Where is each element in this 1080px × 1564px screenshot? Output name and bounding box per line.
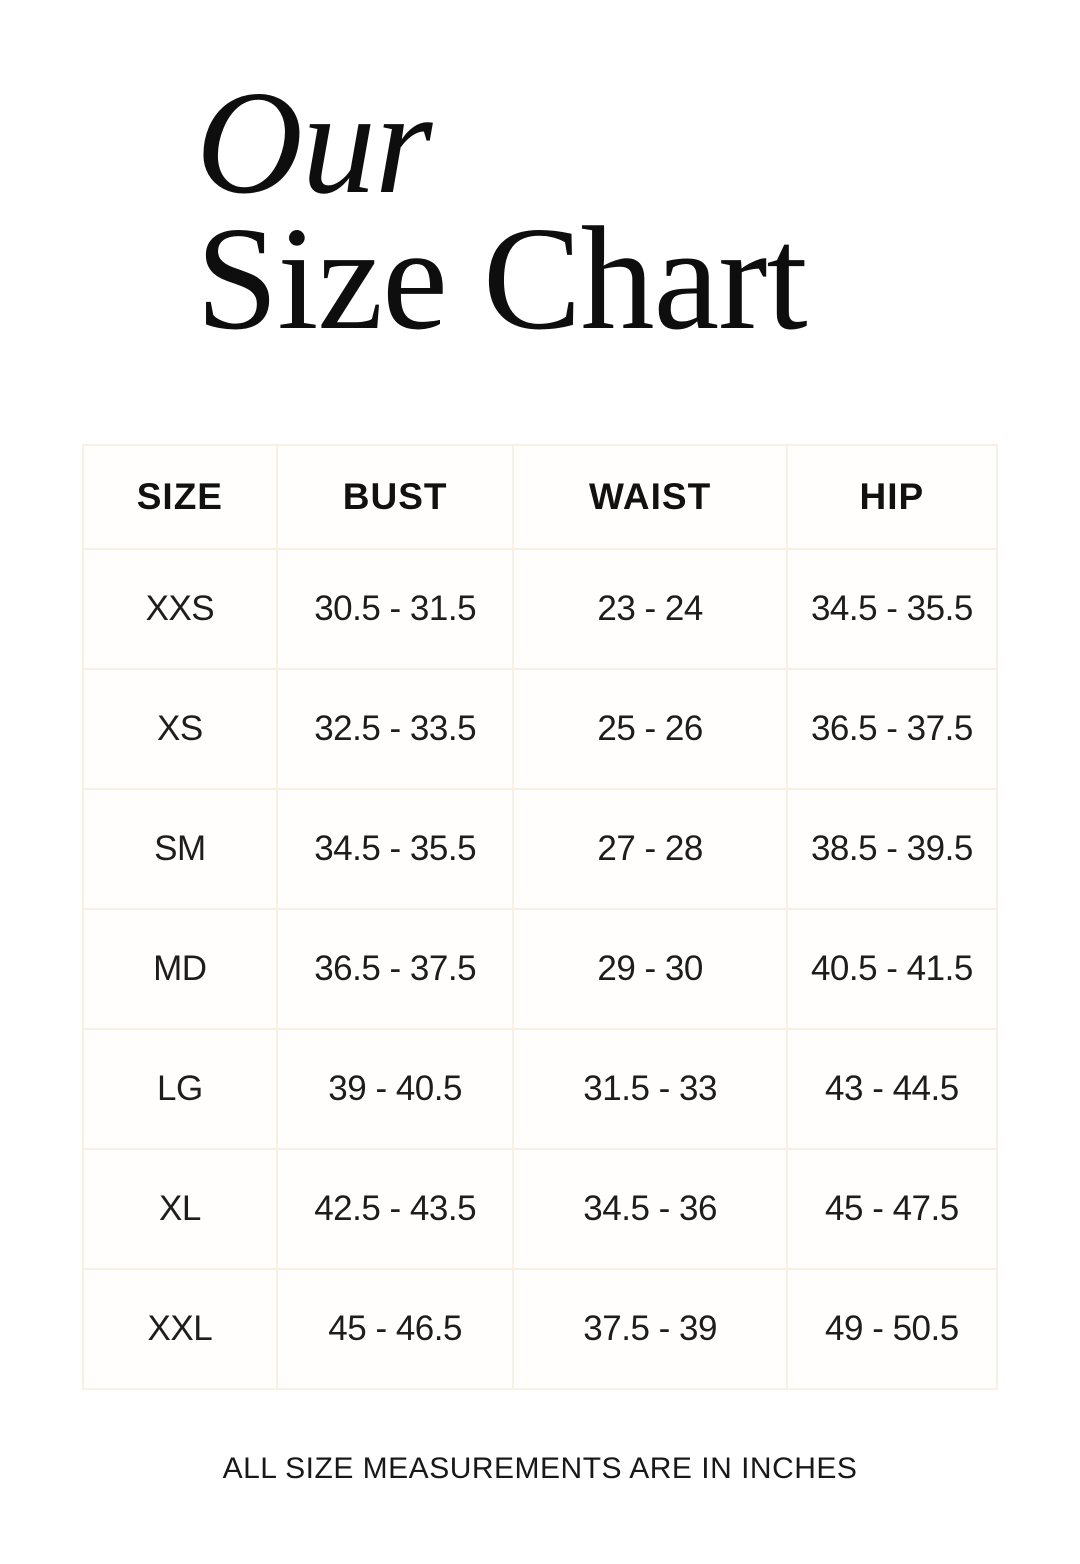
bust-cell: 42.5 - 43.5 — [275, 1148, 515, 1270]
waist-cell: 37.5 - 39 — [512, 1268, 788, 1390]
column-header-size: SIZE — [82, 444, 278, 550]
column-header-bust: BUST — [275, 444, 515, 550]
hip-cell: 34.5 - 35.5 — [785, 548, 999, 670]
size-chart-table: SIZE BUST WAIST HIP XXS 30.5 - 31.5 23 -… — [82, 444, 999, 1390]
hip-cell: 40.5 - 41.5 — [785, 908, 999, 1030]
table-row: XXS 30.5 - 31.5 23 - 24 34.5 - 35.5 — [82, 548, 999, 670]
size-cell: XS — [82, 668, 278, 790]
hip-cell: 36.5 - 37.5 — [785, 668, 999, 790]
bust-cell: 30.5 - 31.5 — [275, 548, 515, 670]
waist-cell: 25 - 26 — [512, 668, 788, 790]
table-row: SM 34.5 - 35.5 27 - 28 38.5 - 39.5 — [82, 788, 999, 910]
bust-cell: 36.5 - 37.5 — [275, 908, 515, 1030]
hip-cell: 45 - 47.5 — [785, 1148, 999, 1270]
size-cell: XXS — [82, 548, 278, 670]
bust-cell: 34.5 - 35.5 — [275, 788, 515, 910]
table-row: XXL 45 - 46.5 37.5 - 39 49 - 50.5 — [82, 1268, 999, 1390]
measurement-unit-note: ALL SIZE MEASUREMENTS ARE IN INCHES — [222, 1452, 858, 1485]
table-row: MD 36.5 - 37.5 29 - 30 40.5 - 41.5 — [82, 908, 999, 1030]
size-cell: LG — [82, 1028, 278, 1150]
column-header-waist: WAIST — [512, 444, 788, 550]
bust-cell: 45 - 46.5 — [275, 1268, 515, 1390]
waist-cell: 31.5 - 33 — [512, 1028, 788, 1150]
size-cell: XL — [82, 1148, 278, 1270]
size-cell: XXL — [82, 1268, 278, 1390]
page-title-line2: Size Chart — [196, 197, 808, 361]
table-row: LG 39 - 40.5 31.5 - 33 43 - 44.5 — [82, 1028, 999, 1150]
table-row: XS 32.5 - 33.5 25 - 26 36.5 - 37.5 — [82, 668, 999, 790]
hip-cell: 43 - 44.5 — [785, 1028, 999, 1150]
hip-cell: 49 - 50.5 — [785, 1268, 999, 1390]
bust-cell: 39 - 40.5 — [275, 1028, 515, 1150]
bust-cell: 32.5 - 33.5 — [275, 668, 515, 790]
size-cell: MD — [82, 908, 278, 1030]
hip-cell: 38.5 - 39.5 — [785, 788, 999, 910]
waist-cell: 29 - 30 — [512, 908, 788, 1030]
page-title-line1: Our — [196, 61, 432, 225]
waist-cell: 27 - 28 — [512, 788, 788, 910]
size-cell: SM — [82, 788, 278, 910]
table-row: XL 42.5 - 43.5 34.5 - 36 45 - 47.5 — [82, 1148, 999, 1270]
waist-cell: 23 - 24 — [512, 548, 788, 670]
table-header-row: SIZE BUST WAIST HIP — [82, 444, 999, 550]
column-header-hip: HIP — [785, 444, 999, 550]
waist-cell: 34.5 - 36 — [512, 1148, 788, 1270]
page-title: Our Size Chart — [196, 61, 808, 361]
